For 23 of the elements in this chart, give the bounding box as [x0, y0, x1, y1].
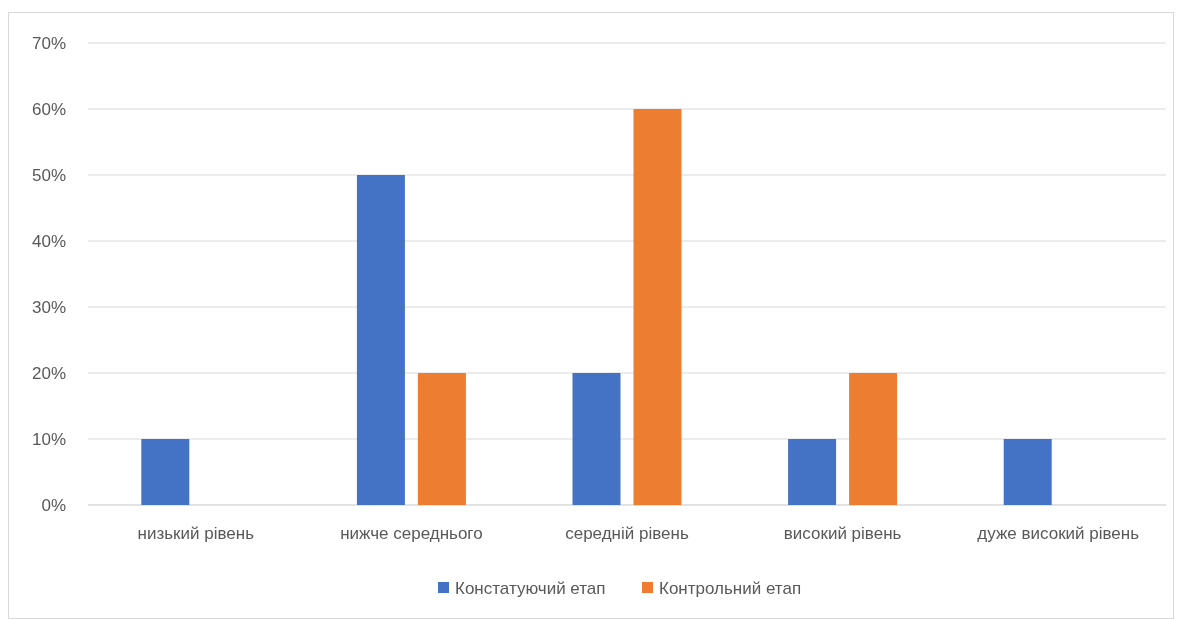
bar	[356, 175, 405, 505]
bar	[788, 439, 837, 505]
x-tick-label: середній рівень	[565, 524, 689, 543]
legend-label: Контрольний етап	[659, 578, 802, 598]
x-tick-label: високий рівень	[783, 524, 902, 543]
legend-label: Констатуючий етап	[455, 578, 606, 598]
x-tick-label: нижче середнього	[340, 524, 483, 543]
x-tick-label: дуже високий рівень	[977, 524, 1140, 543]
bar	[141, 439, 190, 505]
bar	[417, 373, 466, 505]
y-tick-label: 30%	[31, 297, 66, 317]
y-tick-label: 50%	[31, 165, 66, 185]
bar	[1003, 439, 1052, 505]
y-tick-label: 0%	[41, 495, 66, 515]
bar	[572, 373, 621, 505]
y-tick-label: 10%	[31, 429, 66, 449]
bar	[849, 373, 898, 505]
y-tick-label: 60%	[31, 99, 66, 119]
y-tick-label: 70%	[31, 33, 66, 53]
y-tick-label: 40%	[31, 231, 66, 251]
x-tick-label: низький рівень	[137, 524, 255, 543]
y-tick-label: 20%	[31, 363, 66, 383]
bar	[633, 109, 682, 505]
